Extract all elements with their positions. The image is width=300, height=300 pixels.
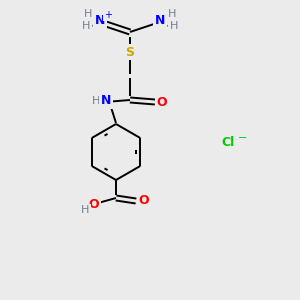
Text: −: − <box>238 133 247 143</box>
Text: H: H <box>92 96 100 106</box>
Text: H: H <box>81 205 89 215</box>
Text: H: H <box>82 21 90 31</box>
Text: S: S <box>125 46 134 59</box>
Text: H: H <box>168 9 176 19</box>
Text: O: O <box>139 194 149 208</box>
Text: N: N <box>155 14 165 26</box>
Text: H: H <box>84 9 92 19</box>
Text: H: H <box>170 21 178 31</box>
Text: O: O <box>157 95 167 109</box>
Text: +: + <box>104 10 112 20</box>
Text: Cl: Cl <box>221 136 235 148</box>
Text: N: N <box>95 14 105 26</box>
Text: N: N <box>101 94 111 107</box>
Text: O: O <box>89 197 99 211</box>
